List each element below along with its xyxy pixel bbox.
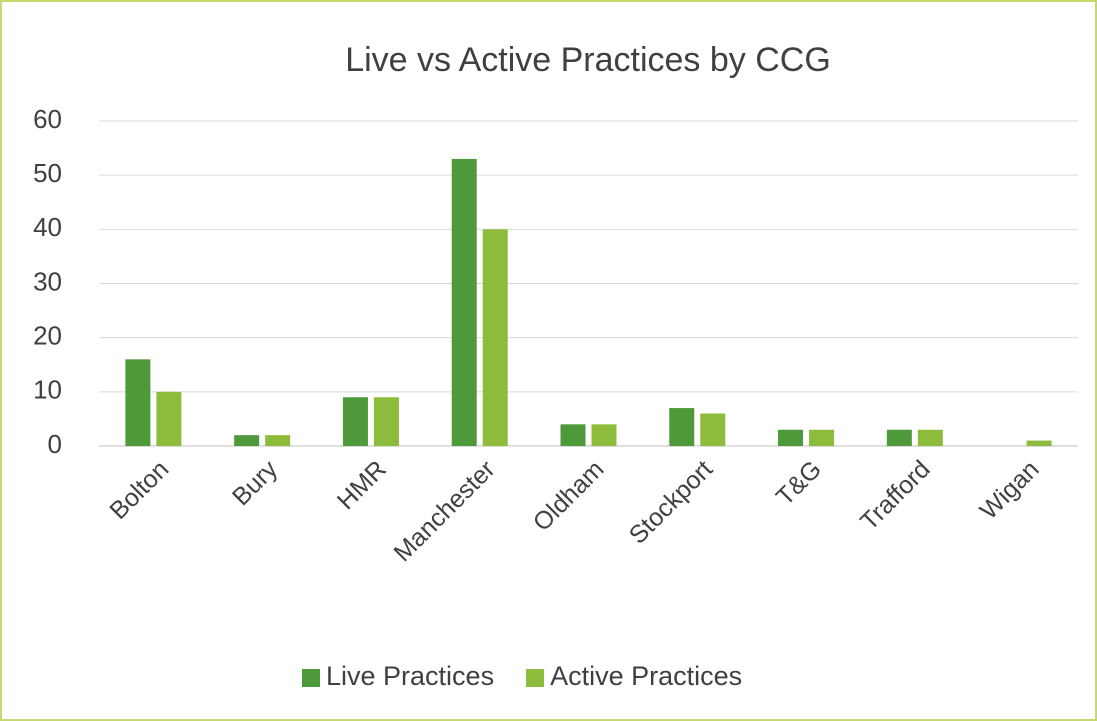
bar [156,391,182,446]
bar [917,429,943,446]
y-tick-label: 20 [33,321,62,351]
bar [560,424,586,446]
legend-label: Active Practices [550,661,742,691]
y-tick-label: 10 [33,375,62,405]
chart-title: Live vs Active Practices by CCG [345,41,831,79]
y-tick-label: 0 [48,429,62,459]
bar [669,408,695,446]
bar [886,429,912,446]
y-tick-label: 60 [33,104,62,134]
bar [809,429,835,446]
bar [265,435,291,446]
y-tick-label: 50 [33,158,62,188]
legend-label: Live Practices [326,661,494,691]
y-tick-label: 30 [33,266,62,296]
bar [482,229,508,446]
bar [1026,440,1052,446]
legend-swatch [302,669,320,687]
bar [234,435,260,446]
bar [778,429,804,446]
bar [125,359,151,446]
y-tick-label: 40 [33,212,62,242]
bar [342,397,368,446]
bar [373,397,399,446]
legend-swatch [526,669,545,687]
bar [591,424,617,446]
bar [451,158,477,446]
bar [700,413,726,446]
